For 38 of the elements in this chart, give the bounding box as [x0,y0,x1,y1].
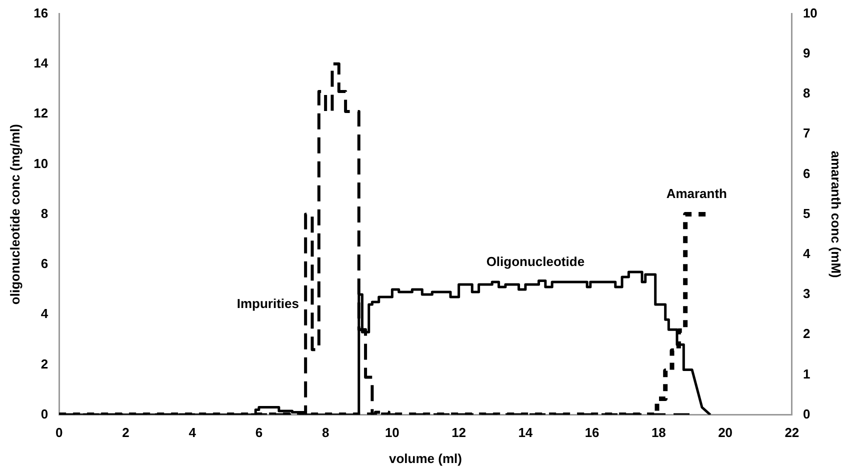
series-label: Oligonucleotide [486,254,585,269]
series-label: Impurities [236,296,299,312]
x-tick-label: 8 [322,425,330,440]
y2-tick-label: 5 [802,206,810,221]
y-tick-label: 8 [40,206,48,221]
y2-tick-label: 10 [802,5,818,20]
x-tick-label: 20 [718,425,733,440]
y-tick-label: 14 [34,56,49,71]
x-tick-label: 6 [255,425,263,440]
y2-tick-label: 6 [802,166,810,181]
y2-tick-label: 3 [802,286,810,302]
y2-tick-label: 4 [802,246,811,261]
y-tick-label: 12 [34,106,48,121]
y2-tick-label: 2 [802,326,810,342]
x-tick-label: 16 [584,425,600,440]
x-axis-title: volume (ml) [389,450,462,466]
x-tick-label: 14 [518,425,534,440]
x-tick-label: 10 [384,425,400,440]
x-tick-label: 4 [188,425,197,440]
y-tick-label: 10 [34,156,48,171]
x-tick-label: 18 [651,425,666,440]
series-label: Amaranth [666,186,728,201]
x-tick-label: 22 [784,425,800,440]
y-axis-title: oligonucleotide conc (mg/ml) [7,124,22,305]
y-tick-label: 0 [40,406,48,422]
y2-tick-label: 7 [802,126,810,141]
x-tick-label: 0 [55,425,63,440]
y2-tick-label: 8 [802,86,810,101]
x-tick-label: 2 [122,425,130,440]
y2-axis-title: amaranth conc (mM) [828,150,844,278]
y-tick-label: 6 [40,256,48,272]
y2-tick-label: 1 [802,366,810,382]
y2-tick-label: 0 [802,406,810,422]
y-tick-label: 16 [34,5,48,20]
y-tick-label: 4 [40,306,49,322]
x-tick-label: 12 [452,425,466,440]
y2-tick-label: 9 [802,45,810,60]
y-tick-label: 2 [40,356,48,372]
